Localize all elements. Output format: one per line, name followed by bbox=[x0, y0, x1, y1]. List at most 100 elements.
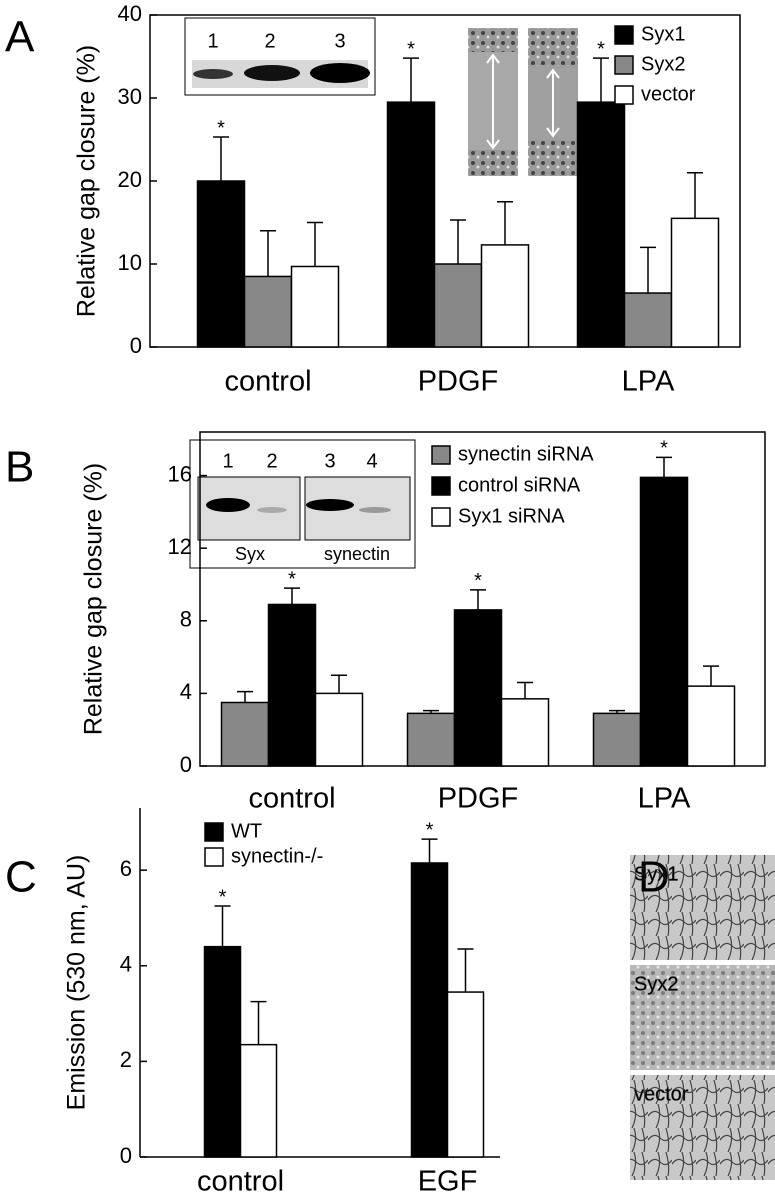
bar bbox=[290, 265, 340, 348]
x-tick-label: LPA bbox=[622, 366, 675, 398]
y-tick-label: 0 bbox=[120, 1143, 132, 1168]
bar bbox=[480, 244, 530, 348]
bar bbox=[203, 945, 242, 1158]
legend-swatch bbox=[204, 847, 224, 867]
y-axis-label: Relative gap closure (%) bbox=[73, 45, 101, 317]
blot-label: synectin bbox=[324, 544, 390, 564]
y-tick-label: 0 bbox=[130, 333, 142, 358]
error-bar bbox=[214, 905, 231, 947]
panel-letter: C bbox=[5, 853, 37, 902]
significance-mark: * bbox=[219, 886, 227, 908]
error-bar bbox=[517, 681, 533, 699]
panel-letter: B bbox=[5, 443, 34, 492]
panel-letter: A bbox=[5, 13, 35, 62]
error-bar bbox=[237, 690, 253, 703]
error-bar bbox=[656, 456, 672, 478]
legend-swatch bbox=[431, 507, 451, 527]
micrograph-cells bbox=[468, 150, 518, 176]
x-tick-label: LPA bbox=[638, 783, 691, 815]
y-tick-label: 16 bbox=[168, 461, 192, 486]
image-label: Syx1 bbox=[634, 863, 678, 885]
y-tick-label: 4 bbox=[120, 952, 132, 977]
panel-letter: D bbox=[638, 853, 670, 902]
error-bar bbox=[470, 589, 486, 610]
bar bbox=[410, 862, 449, 1158]
legend-label: Syx2 bbox=[641, 53, 685, 75]
band bbox=[306, 499, 354, 511]
x-tick-label: control bbox=[224, 366, 311, 398]
micrograph-cells bbox=[468, 28, 518, 52]
arrow bbox=[486, 53, 500, 150]
error-bar bbox=[593, 57, 609, 103]
bar bbox=[239, 1043, 278, 1158]
legend-label: vector bbox=[641, 83, 696, 105]
y-tick-label: 40 bbox=[118, 1, 142, 26]
bar bbox=[453, 609, 503, 767]
y-tick-label: 20 bbox=[118, 167, 142, 192]
legend-swatch bbox=[614, 55, 634, 75]
error-bar bbox=[284, 587, 300, 605]
legend-label: Syx1 bbox=[641, 23, 685, 45]
y-axis-label: Emission (530 nm, AU) bbox=[63, 855, 91, 1111]
error-bar bbox=[421, 838, 438, 863]
y-tick-label: 8 bbox=[180, 607, 192, 632]
bar bbox=[267, 603, 317, 767]
lane-label: 4 bbox=[366, 450, 377, 472]
bar bbox=[314, 692, 364, 767]
significance-mark: * bbox=[407, 38, 415, 60]
y-tick-label: 0 bbox=[180, 752, 192, 777]
bar bbox=[386, 101, 436, 348]
error-bar bbox=[307, 221, 323, 267]
error-bar bbox=[331, 674, 347, 694]
lane-label: 3 bbox=[324, 450, 335, 472]
bar bbox=[670, 217, 720, 348]
legend-label: Syx1 siRNA bbox=[458, 505, 565, 527]
error-bar bbox=[687, 171, 703, 219]
error-bar bbox=[423, 709, 439, 714]
band bbox=[193, 69, 233, 79]
bar bbox=[196, 180, 246, 348]
image-label: vector bbox=[634, 1083, 689, 1105]
y-tick-label: 2 bbox=[120, 1047, 132, 1072]
band bbox=[310, 63, 370, 83]
error-bar bbox=[703, 665, 719, 687]
x-tick-label: control bbox=[197, 1166, 284, 1198]
lane-label: 3 bbox=[334, 30, 345, 52]
bar bbox=[623, 292, 673, 348]
legend-swatch bbox=[431, 445, 451, 465]
band bbox=[206, 498, 250, 512]
bar bbox=[243, 275, 293, 348]
x-tick-label: PDGF bbox=[438, 783, 519, 815]
micrograph-cells bbox=[528, 28, 578, 66]
significance-mark: * bbox=[597, 38, 605, 60]
bar bbox=[220, 701, 270, 767]
arrow bbox=[546, 68, 560, 138]
lane-label: 1 bbox=[222, 450, 233, 472]
error-bar bbox=[450, 219, 466, 264]
bar bbox=[406, 712, 456, 767]
micrograph bbox=[630, 855, 775, 960]
y-tick-label: 4 bbox=[180, 679, 192, 704]
lane-label: 2 bbox=[266, 450, 277, 472]
error-bar bbox=[260, 230, 276, 277]
error-bar bbox=[403, 57, 419, 103]
legend-swatch bbox=[431, 476, 451, 496]
legend-swatch bbox=[614, 25, 634, 45]
error-bar bbox=[609, 709, 625, 714]
bar bbox=[446, 991, 485, 1158]
error-bar bbox=[497, 201, 513, 245]
legend-label: synectin-/- bbox=[231, 845, 323, 867]
y-tick-label: 30 bbox=[118, 84, 142, 109]
band bbox=[244, 65, 300, 81]
error-bar bbox=[250, 1000, 267, 1045]
significance-mark: * bbox=[660, 438, 668, 460]
blot-label: Syx bbox=[235, 544, 265, 564]
micrograph bbox=[630, 1075, 775, 1180]
y-axis-label: Relative gap closure (%) bbox=[80, 463, 108, 735]
significance-mark: * bbox=[217, 117, 225, 139]
bar bbox=[592, 712, 642, 767]
y-tick-label: 12 bbox=[168, 534, 192, 559]
error-bar bbox=[640, 246, 656, 294]
bar bbox=[433, 263, 483, 348]
